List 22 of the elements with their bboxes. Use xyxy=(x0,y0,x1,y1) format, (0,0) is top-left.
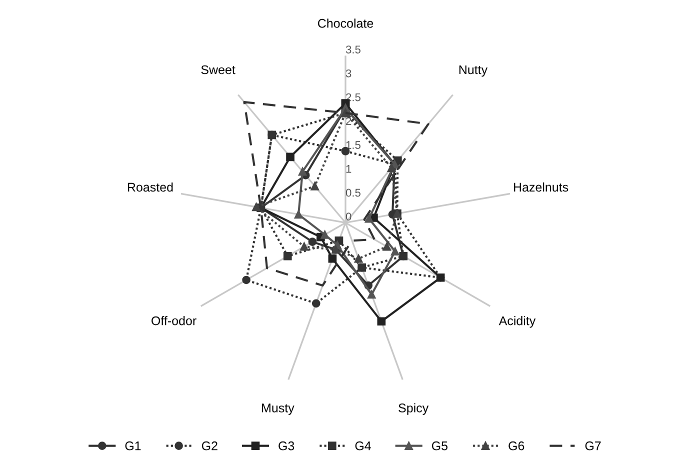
y-tick-label: 0 xyxy=(346,212,352,221)
spoke-label: Roasted xyxy=(128,182,173,192)
legend-label: G3 xyxy=(278,441,294,450)
spoke-label: Musty xyxy=(262,404,294,415)
spoke-label: Acidity xyxy=(498,316,536,328)
legend-label: G2 xyxy=(202,441,218,450)
y-tick-label: 2 xyxy=(346,117,352,125)
legend-label: G7 xyxy=(585,441,601,450)
y-tick-label: 1 xyxy=(346,165,352,173)
spoke-label: Spicy xyxy=(398,403,429,415)
legend-label: G6 xyxy=(508,441,524,450)
y-tick-label: 0.5 xyxy=(346,188,360,197)
spoke-label: Nutty xyxy=(459,65,488,77)
y-tick-label: 3.5 xyxy=(346,46,360,54)
legend-label: G5 xyxy=(432,441,448,450)
spoke-label: Off-odor xyxy=(152,316,196,326)
spoke-label: Hazelnuts xyxy=(514,182,568,192)
legend-label: G1 xyxy=(125,441,141,450)
spoke-label: Sweet xyxy=(201,65,236,74)
spoke-label: Chocolate xyxy=(318,18,374,28)
legend-label: G4 xyxy=(355,441,371,450)
y-tick-label: 3 xyxy=(346,69,352,78)
